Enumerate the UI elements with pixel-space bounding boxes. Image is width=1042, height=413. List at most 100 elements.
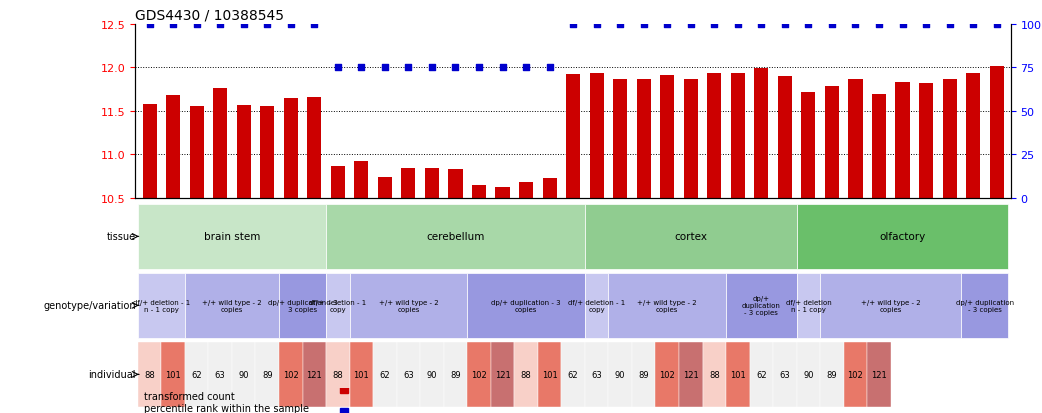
Text: dp/+ duplication - 3
3 copies: dp/+ duplication - 3 3 copies (268, 299, 338, 312)
Point (165, 21, 181, 28)
Point (612, 21, 628, 28)
Bar (661, 76, 674, 198)
Bar (330, 166, 345, 198)
Text: 101: 101 (730, 370, 746, 379)
FancyBboxPatch shape (962, 273, 1009, 338)
Text: 89: 89 (450, 370, 461, 379)
FancyBboxPatch shape (749, 342, 773, 407)
FancyBboxPatch shape (491, 342, 515, 407)
FancyBboxPatch shape (515, 342, 538, 407)
Bar (260, 107, 274, 198)
Text: 89: 89 (639, 370, 649, 379)
Bar (730, 74, 745, 198)
Text: 63: 63 (215, 370, 225, 379)
Text: df/+ deletion - 1
n - 1 copy: df/+ deletion - 1 n - 1 copy (132, 299, 190, 312)
Bar (566, 75, 580, 198)
FancyBboxPatch shape (208, 342, 232, 407)
Point (189, 21, 205, 28)
FancyBboxPatch shape (444, 342, 467, 407)
Point (424, 65, 441, 71)
Point (729, 21, 746, 28)
Text: cortex: cortex (674, 232, 708, 242)
Bar (637, 79, 651, 198)
Text: 90: 90 (426, 370, 438, 379)
Text: 62: 62 (192, 370, 202, 379)
Text: 90: 90 (239, 370, 249, 379)
Point (565, 21, 581, 28)
Point (353, 65, 370, 71)
Bar (708, 74, 721, 198)
Text: dp/+ duplication
- 3 copies: dp/+ duplication - 3 copies (956, 299, 1014, 312)
Point (988, 21, 1004, 28)
FancyBboxPatch shape (184, 273, 279, 338)
Text: 63: 63 (779, 370, 790, 379)
Text: +/+ wild type - 2
copies: +/+ wild type - 2 copies (378, 299, 439, 312)
FancyBboxPatch shape (797, 273, 820, 338)
Text: 63: 63 (591, 370, 602, 379)
FancyBboxPatch shape (184, 342, 208, 407)
Point (659, 21, 675, 28)
Point (589, 21, 605, 28)
Text: olfactory: olfactory (879, 232, 925, 242)
Point (894, 21, 911, 28)
FancyBboxPatch shape (844, 342, 867, 407)
FancyBboxPatch shape (349, 342, 373, 407)
Bar (754, 69, 768, 198)
FancyBboxPatch shape (232, 342, 255, 407)
Point (400, 65, 417, 71)
Point (494, 65, 511, 71)
FancyBboxPatch shape (255, 342, 279, 407)
Bar (872, 95, 886, 198)
FancyBboxPatch shape (609, 273, 726, 338)
Point (376, 65, 393, 71)
FancyBboxPatch shape (138, 204, 326, 269)
Bar (307, 97, 321, 198)
FancyBboxPatch shape (326, 273, 349, 338)
FancyBboxPatch shape (467, 273, 585, 338)
FancyBboxPatch shape (162, 342, 184, 407)
Bar (519, 183, 534, 198)
Point (705, 21, 722, 28)
FancyBboxPatch shape (773, 342, 797, 407)
FancyBboxPatch shape (631, 342, 655, 407)
Text: 90: 90 (615, 370, 625, 379)
Point (282, 21, 299, 28)
FancyBboxPatch shape (609, 342, 631, 407)
Point (142, 21, 158, 28)
FancyBboxPatch shape (726, 342, 749, 407)
Text: 88: 88 (144, 370, 155, 379)
FancyBboxPatch shape (420, 342, 444, 407)
FancyBboxPatch shape (726, 273, 797, 338)
Bar (590, 74, 603, 198)
Bar (990, 67, 1003, 198)
Point (918, 21, 935, 28)
Bar (966, 74, 981, 198)
Text: 121: 121 (495, 370, 511, 379)
Text: df/+ deletion
n - 1 copy: df/+ deletion n - 1 copy (786, 299, 832, 312)
Text: brain stem: brain stem (204, 232, 260, 242)
FancyBboxPatch shape (138, 273, 184, 338)
Point (683, 21, 699, 28)
Bar (237, 105, 251, 198)
FancyBboxPatch shape (373, 342, 397, 407)
Text: 101: 101 (542, 370, 557, 379)
FancyBboxPatch shape (655, 342, 679, 407)
FancyBboxPatch shape (397, 342, 420, 407)
FancyBboxPatch shape (820, 342, 844, 407)
FancyBboxPatch shape (302, 342, 326, 407)
FancyBboxPatch shape (467, 342, 491, 407)
Point (235, 21, 252, 28)
Text: 102: 102 (282, 370, 299, 379)
Text: 62: 62 (568, 370, 578, 379)
Text: dp/+
duplication
- 3 copies: dp/+ duplication - 3 copies (742, 296, 780, 316)
Bar (214, 89, 227, 198)
Text: genotype/variation: genotype/variation (44, 301, 135, 311)
Bar (190, 107, 203, 198)
FancyBboxPatch shape (326, 204, 585, 269)
Point (776, 21, 793, 28)
Text: 102: 102 (660, 370, 675, 379)
Text: 62: 62 (756, 370, 767, 379)
Text: 121: 121 (306, 370, 322, 379)
Bar (684, 79, 698, 198)
Point (823, 21, 840, 28)
